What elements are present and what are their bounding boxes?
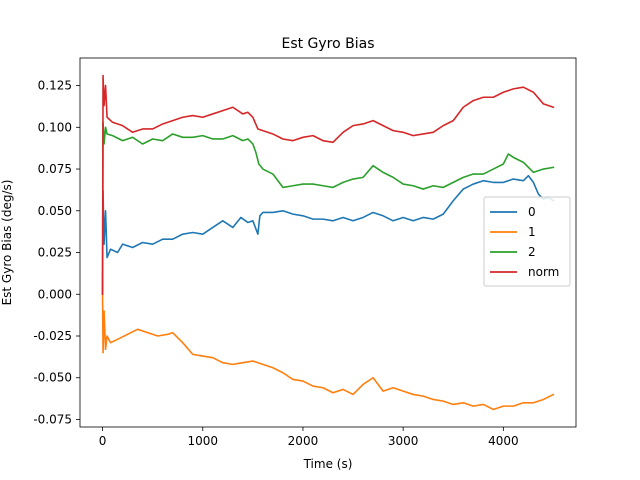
legend-label-norm: norm <box>528 265 559 279</box>
y-tick-label: 0.000 <box>38 287 72 301</box>
chart-title: Est Gyro Bias <box>281 36 374 52</box>
y-axis-label: Est Gyro Bias (deg/s) <box>0 180 14 306</box>
series-line-2 <box>101 121 555 296</box>
y-tick-label: 0.075 <box>38 162 72 176</box>
x-axis-label: Time (s) <box>303 457 353 471</box>
y-tick-label: -0.050 <box>33 371 72 385</box>
series-line-0 <box>101 174 555 296</box>
legend-label-1: 1 <box>528 225 536 239</box>
series-line-norm <box>101 74 555 296</box>
plot-frame <box>79 57 577 428</box>
x-tick-label: 4000 <box>488 434 519 448</box>
legend-label-2: 2 <box>528 245 536 259</box>
legend-box <box>483 196 571 287</box>
x-axis-ticks: 0 1000 2000 3000 4000 <box>99 427 519 448</box>
y-axis-ticks: -0.075 -0.050 -0.025 0.000 0.025 0.050 0.075 0.… <box>33 79 80 426</box>
y-tick-label: 0.050 <box>38 204 72 218</box>
series-layer <box>101 74 555 411</box>
x-tick-label: 1000 <box>187 434 218 448</box>
series-line-1 <box>101 293 555 411</box>
y-tick-label: 0.100 <box>38 120 72 134</box>
legend-label-0: 0 <box>528 205 536 219</box>
legend: 0 1 2 norm <box>483 196 571 287</box>
y-tick-label: 0.025 <box>38 246 72 260</box>
y-tick-label: 0.125 <box>38 79 72 93</box>
x-tick-label: 3000 <box>388 434 419 448</box>
x-tick-label: 0 <box>99 434 107 448</box>
x-tick-label: 2000 <box>288 434 319 448</box>
y-tick-label: -0.025 <box>33 329 72 343</box>
y-tick-label: -0.075 <box>33 412 72 426</box>
